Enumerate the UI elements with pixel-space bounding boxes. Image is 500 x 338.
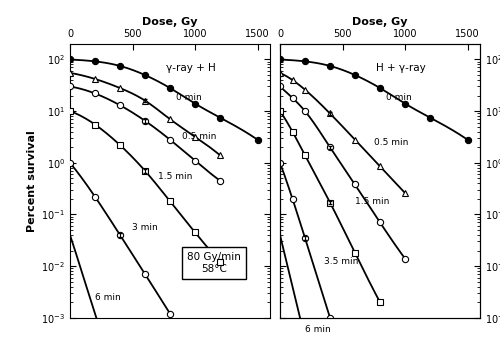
- Y-axis label: Percent survival: Percent survival: [27, 130, 37, 232]
- Text: 6 min: 6 min: [305, 325, 331, 334]
- Text: 0 min: 0 min: [176, 93, 202, 102]
- Text: 3 min: 3 min: [132, 223, 158, 232]
- Text: 1.5 min: 1.5 min: [355, 197, 390, 206]
- Text: 3.5 min: 3.5 min: [324, 258, 358, 266]
- Text: 80 Gy/min
58°C: 80 Gy/min 58°C: [187, 252, 241, 274]
- X-axis label: Dose, Gy: Dose, Gy: [352, 17, 408, 27]
- Text: 1.5 min: 1.5 min: [158, 172, 192, 181]
- Text: 0 min: 0 min: [386, 93, 412, 102]
- Text: 6 min: 6 min: [95, 293, 121, 302]
- X-axis label: Dose, Gy: Dose, Gy: [142, 17, 198, 27]
- Text: γ-ray + H: γ-ray + H: [166, 63, 216, 73]
- Text: 0.5 min: 0.5 min: [182, 132, 217, 141]
- Text: H + γ-ray: H + γ-ray: [376, 63, 426, 73]
- Text: 0.5 min: 0.5 min: [374, 138, 408, 147]
